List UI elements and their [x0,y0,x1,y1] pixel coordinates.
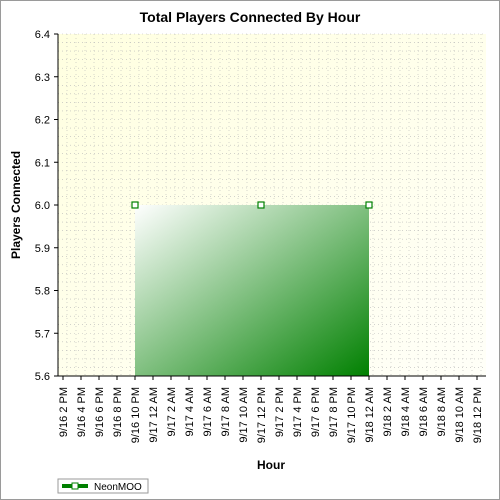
data-markers [131,201,373,209]
y-tick-label: 5.8 [35,286,50,298]
x-tick-label: 9/17 4 PM [292,387,304,437]
x-tick-label: 9/17 6 PM [310,387,322,437]
y-tick-labels: 5.6 5.7 5.8 5.9 6.0 6.1 6.2 6.3 6.4 [35,29,58,383]
y-tick-label: 5.9 [35,243,50,255]
y-tick-label: 6.4 [35,29,50,41]
area-fill [135,205,369,376]
y-axis-title: Players Connected [9,151,23,259]
legend-marker [71,482,79,490]
x-tick-label: 9/17 12 PM [256,387,268,443]
x-tick-label: 9/18 10 AM [454,387,466,443]
x-tick-label: 9/16 10 PM [130,387,142,443]
x-tick-label: 9/17 10 PM [346,387,358,443]
y-tick-label: 6.0 [35,200,50,212]
data-point-marker [257,201,265,209]
x-tick-label: 9/18 12 PM [472,387,484,443]
y-tick-label: 6.2 [35,115,50,127]
chart-title: Total Players Connected By Hour [140,9,361,25]
x-tick-label: 9/17 2 PM [274,387,286,437]
legend-label: NeonMOO [94,482,142,493]
y-tick-label: 5.7 [35,328,50,340]
x-tick-label: 9/17 10 AM [238,387,250,443]
y-tick-label: 6.1 [35,157,50,169]
x-tick-label: 9/18 6 AM [418,387,430,437]
x-tick-label: 9/17 8 AM [220,387,232,437]
x-tick-label: 9/18 4 AM [400,387,412,437]
data-point-marker [365,201,373,209]
x-tick-label: 9/16 2 PM [58,387,70,437]
x-tick-labels: 9/16 2 PM 9/16 4 PM 9/16 6 PM 9/16 8 PM 9/16… [58,376,484,443]
data-point-marker [131,201,139,209]
x-tick-label: 9/17 8 PM [328,387,340,437]
x-tick-label: 9/17 6 AM [202,387,214,437]
x-tick-label: 9/18 12 AM [364,387,376,443]
legend: NeonMOO [57,478,149,494]
y-tick-label: 5.6 [35,371,50,383]
x-axis-title: Hour [257,458,285,472]
legend-box [57,478,149,494]
x-tick-label: 9/18 2 AM [382,387,394,437]
x-tick-label: 9/16 8 PM [112,387,124,437]
x-tick-label: 9/16 6 PM [94,387,106,437]
x-tick-label: 9/17 4 AM [184,387,196,437]
x-tick-label: 9/17 12 AM [148,387,160,443]
x-tick-label: 9/18 8 AM [436,387,448,437]
area-series [135,205,369,376]
y-tick-label: 6.3 [35,72,50,84]
x-tick-label: 9/16 4 PM [76,387,88,437]
x-tick-label: 9/17 2 AM [166,387,178,437]
